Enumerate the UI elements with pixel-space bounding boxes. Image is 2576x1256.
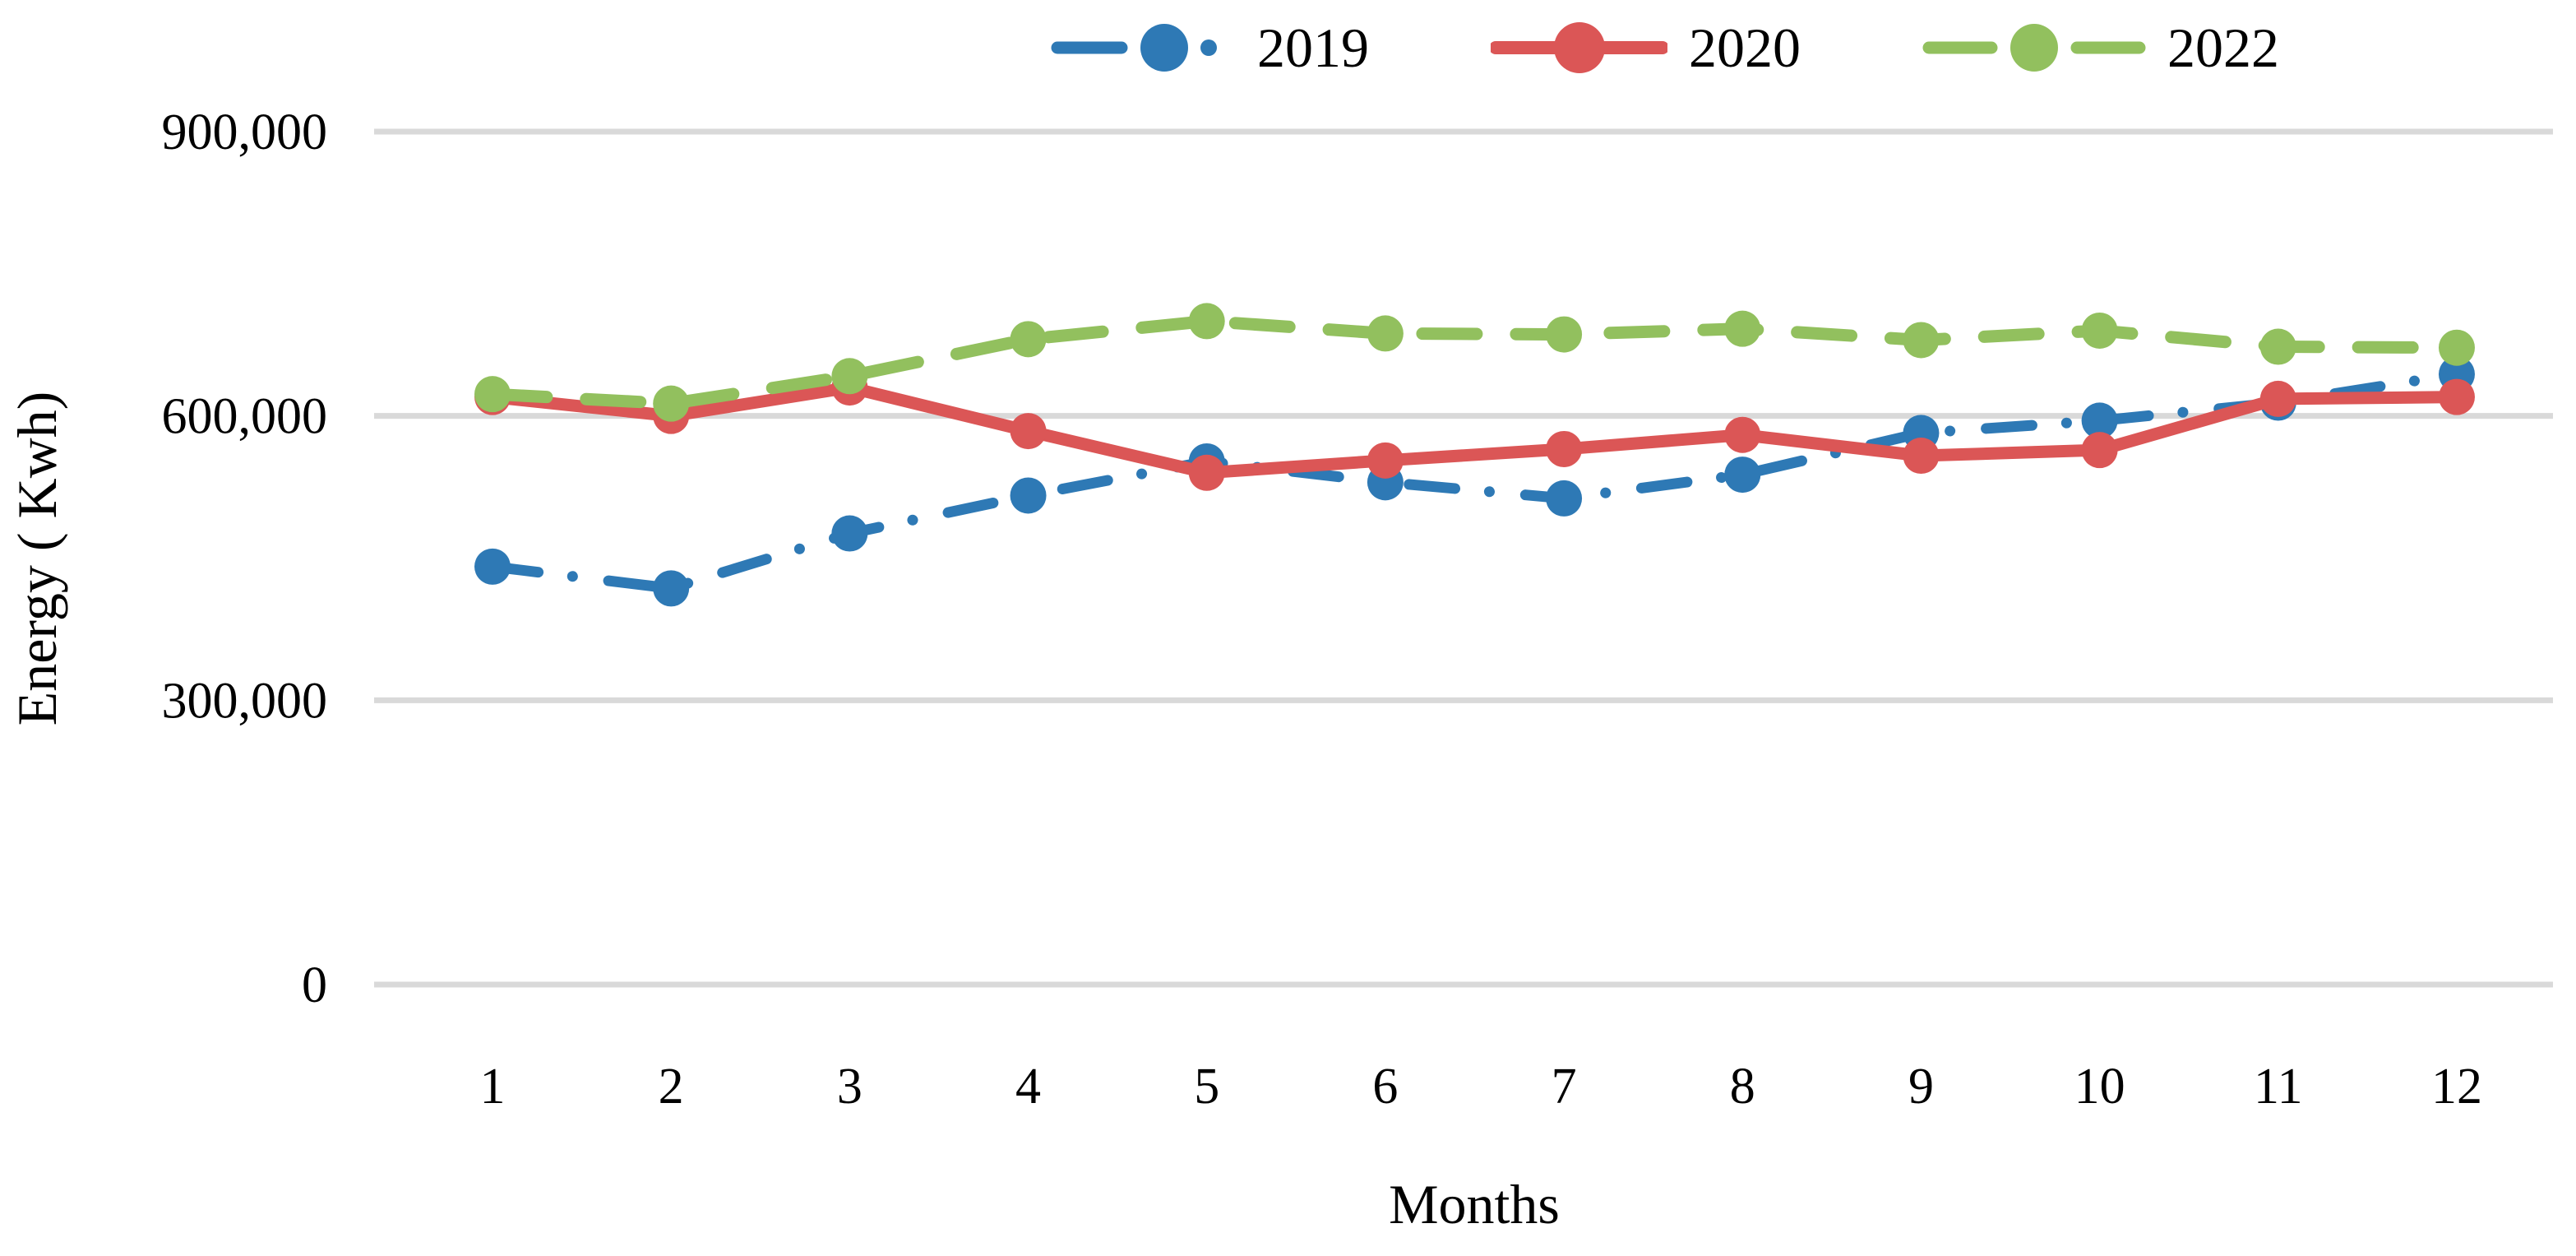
data-point-2022-month-11 [2259,328,2296,365]
data-point-2022-month-8 [1724,310,1761,347]
data-point-2020-month-4 [1010,413,1047,450]
x-tick-label-9: 9 [1908,1059,1934,1115]
legend-marker-2020 [1554,22,1605,73]
legend-sample-2019-dash-dot-line [1051,24,1217,72]
legend-item-2022: 2022 [1922,18,2279,77]
legend-item-2020: 2020 [1491,18,1801,77]
x-axis-tick-labels: 1 2 3 4 5 6 7 8 9 10 11 12 [480,1059,2482,1115]
legend-marker-2022 [2010,24,2058,72]
x-tick-label-2: 2 [659,1059,684,1115]
data-point-2020-month-6 [1367,442,1404,479]
data-point-2022-month-2 [653,385,690,422]
data-point-2022-month-6 [1367,315,1404,352]
legend-sample-2022-dashed-line [1922,24,2146,72]
data-point-2022-month-3 [831,358,868,395]
chart-legend: 2019 2020 2022 [1051,18,2279,77]
data-point-2020-month-9 [1903,438,1940,475]
series-line-2020 [486,381,2463,480]
y-tick-label-3: 900,000 [162,104,328,160]
data-point-2020-month-10 [2081,432,2118,469]
data-point-2020-month-5 [1188,454,1225,491]
data-point-2019-month-4 [1010,477,1047,514]
data-point-2019-month-2 [653,570,690,607]
x-tick-label-8: 8 [1730,1059,1755,1115]
data-point-2022-month-4 [1010,321,1047,358]
data-point-2020-month-11 [2259,380,2296,417]
x-tick-label-10: 10 [2074,1059,2125,1115]
x-tick-label-12: 12 [2431,1059,2482,1115]
x-tick-label-5: 5 [1194,1059,1219,1115]
x-tick-label-11: 11 [2254,1059,2303,1115]
x-tick-label-1: 1 [480,1059,506,1115]
y-tick-label-0: 0 [302,957,327,1013]
data-point-2019-month-8 [1724,457,1761,494]
gridlines [374,128,2553,988]
legend-item-2019: 2019 [1051,18,1369,77]
data-point-2020-month-8 [1724,416,1761,453]
legend-label-2019: 2019 [1257,16,1369,79]
x-axis-title: Months [1389,1173,1560,1235]
data-point-2022-month-5 [1188,303,1225,340]
data-point-2022-month-12 [2438,329,2475,366]
y-tick-label-2: 600,000 [162,389,328,445]
y-axis-tick-labels: 0 300,000 600,000 900,000 [162,104,328,1013]
series-line-2022 [486,314,2463,410]
data-point-2019-month-7 [1546,480,1583,517]
data-point-2022-month-1 [474,376,511,413]
series-lines-and-markers [474,303,2475,607]
data-point-2020-month-12 [2438,378,2475,415]
y-axis-title: Energy ( Kwh) [6,392,68,726]
data-point-2022-month-9 [1903,322,1940,359]
x-tick-label-6: 6 [1372,1059,1398,1115]
x-tick-label-4: 4 [1015,1059,1041,1115]
data-point-2019-month-10 [2081,402,2118,439]
data-point-2020-month-7 [1546,430,1583,467]
y-tick-label-1: 300,000 [162,673,328,729]
data-point-2022-month-7 [1546,316,1583,353]
legend-label-2022: 2022 [2167,16,2279,79]
x-tick-label-3: 3 [837,1059,863,1115]
legend-marker-2019 [1140,24,1188,72]
series-line-2019 [487,368,2463,594]
x-tick-label-7: 7 [1552,1059,1577,1115]
data-point-2019-month-1 [474,548,511,585]
legend-label-2020: 2020 [1689,16,1801,79]
data-point-2022-month-10 [2081,312,2118,349]
legend-sample-2020-solid-line [1491,22,1667,73]
data-point-2019-month-3 [831,515,868,552]
